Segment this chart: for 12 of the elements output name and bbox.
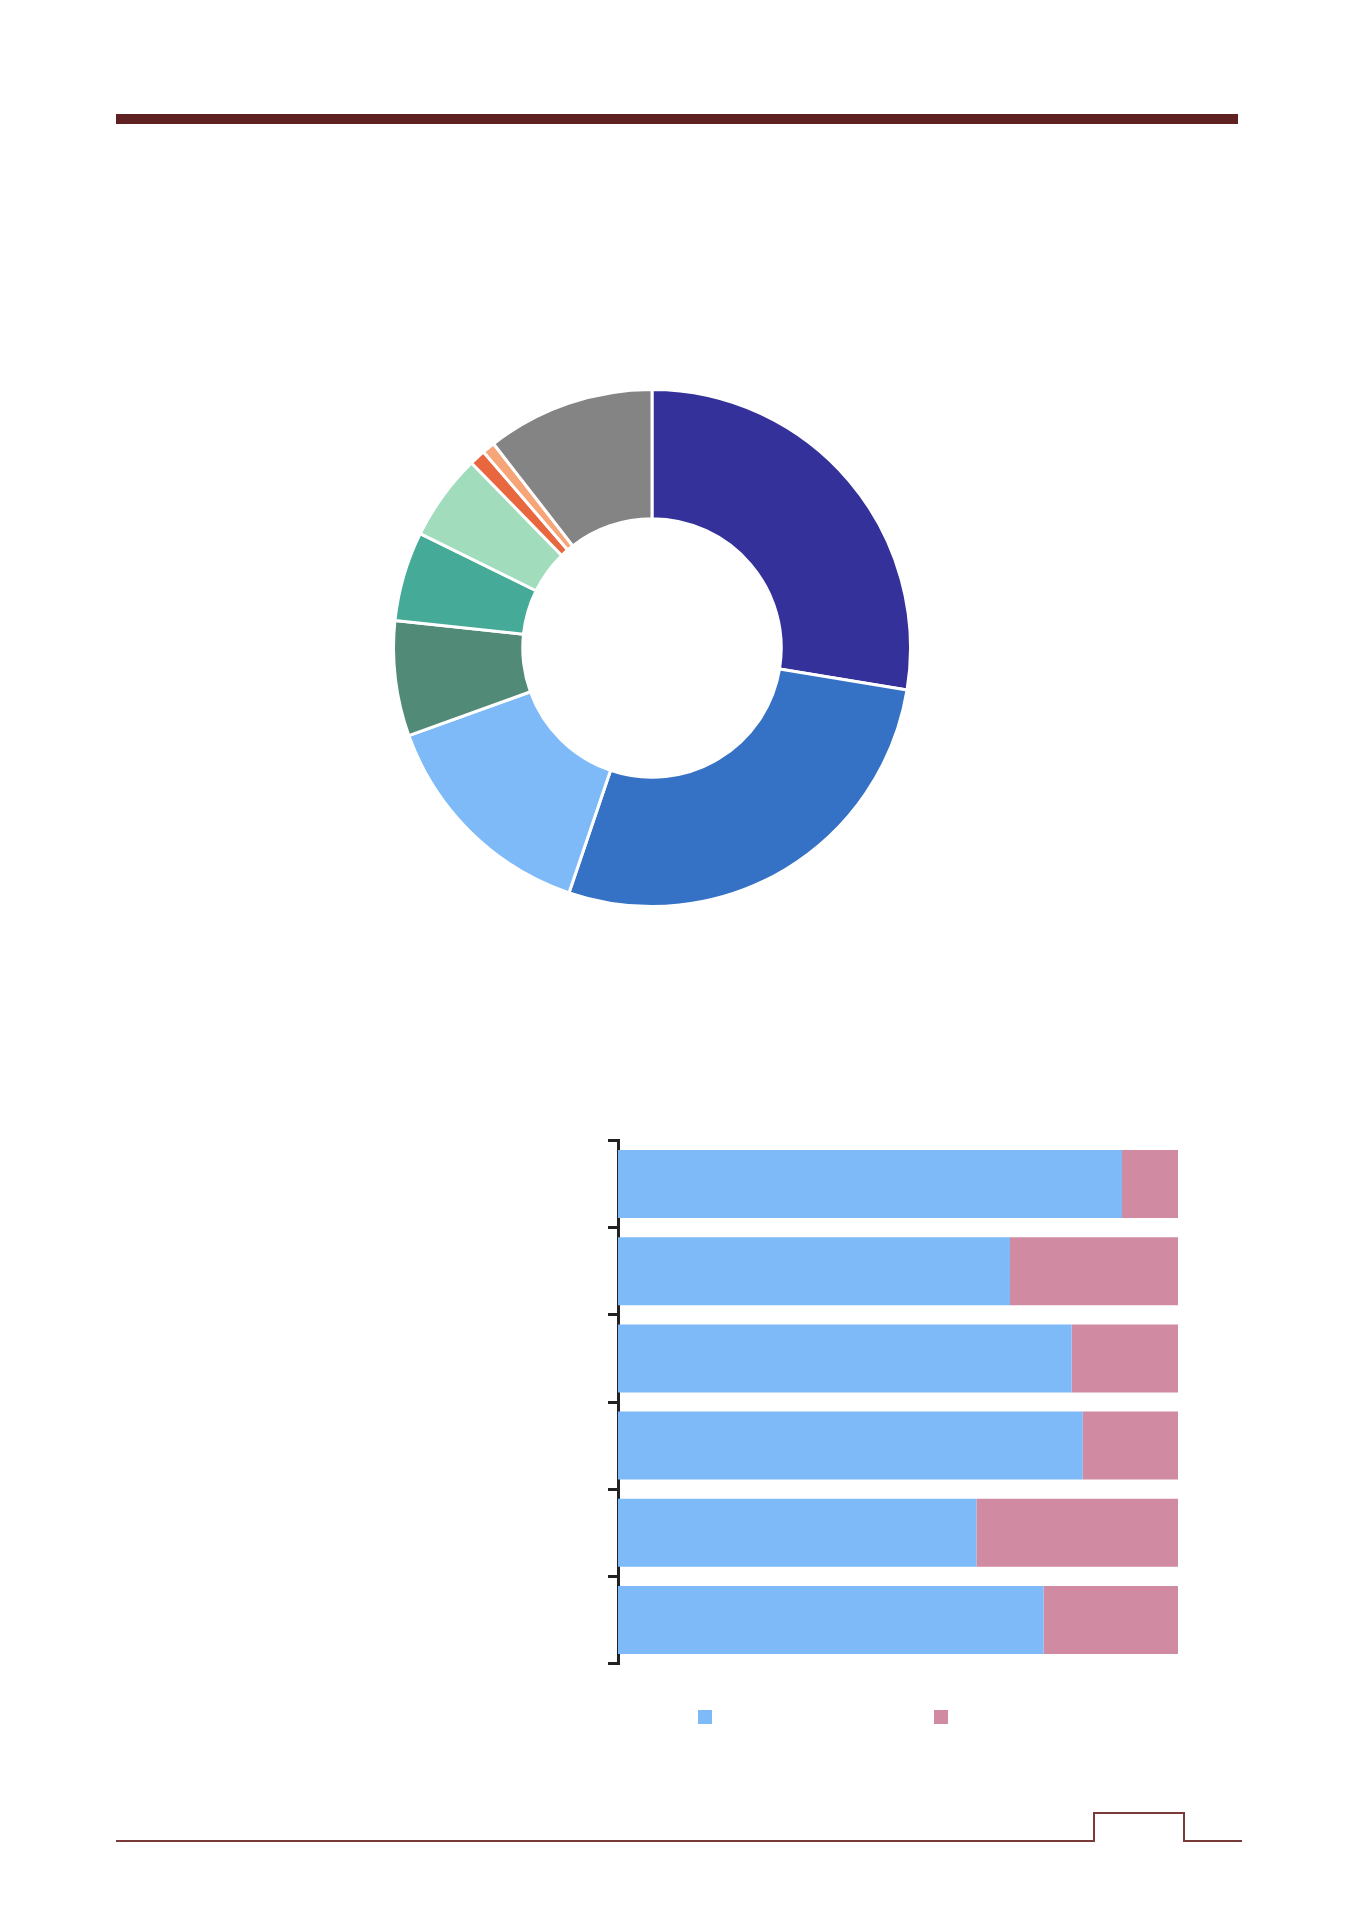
bar — [1010, 1237, 1178, 1306]
bar — [618, 1498, 977, 1567]
bar — [618, 1149, 1122, 1219]
bar — [618, 1585, 1044, 1655]
bar — [618, 1324, 1072, 1393]
bar — [1122, 1149, 1178, 1219]
bar — [976, 1498, 1178, 1567]
bar — [1043, 1585, 1178, 1655]
bar — [1082, 1411, 1178, 1480]
bar — [618, 1411, 1083, 1480]
bar — [1071, 1324, 1178, 1393]
bar — [618, 1237, 1010, 1306]
